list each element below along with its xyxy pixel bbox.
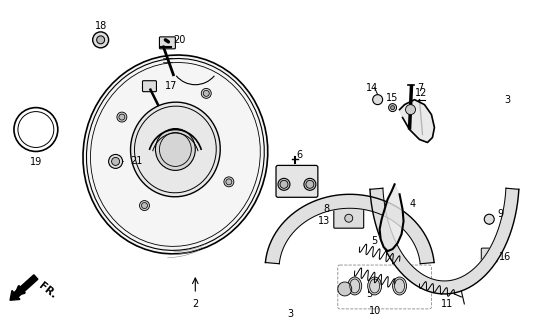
Text: 2: 2 <box>192 299 199 309</box>
Ellipse shape <box>348 277 362 295</box>
FancyBboxPatch shape <box>481 248 497 262</box>
Polygon shape <box>370 188 519 294</box>
FancyBboxPatch shape <box>142 81 156 92</box>
Circle shape <box>109 155 123 168</box>
Circle shape <box>406 105 416 115</box>
FancyBboxPatch shape <box>334 208 364 228</box>
Text: 19: 19 <box>30 157 42 167</box>
Circle shape <box>484 214 494 224</box>
Text: 11: 11 <box>441 299 454 309</box>
Text: 3: 3 <box>287 309 293 319</box>
Circle shape <box>97 36 105 44</box>
Circle shape <box>278 178 290 190</box>
Text: FR.: FR. <box>37 281 59 301</box>
Circle shape <box>345 214 353 222</box>
Ellipse shape <box>131 102 220 197</box>
Ellipse shape <box>83 55 268 254</box>
Circle shape <box>224 177 234 187</box>
Circle shape <box>140 201 150 211</box>
Circle shape <box>112 157 119 165</box>
FancyBboxPatch shape <box>160 37 175 49</box>
Circle shape <box>203 90 209 96</box>
Text: 3: 3 <box>504 95 511 105</box>
Circle shape <box>338 282 352 296</box>
Circle shape <box>306 180 314 188</box>
Text: 5: 5 <box>367 289 373 299</box>
Text: 20: 20 <box>174 35 186 45</box>
Circle shape <box>226 179 232 185</box>
Text: 6: 6 <box>297 150 303 160</box>
Circle shape <box>280 180 288 188</box>
Text: 14: 14 <box>365 83 378 93</box>
Circle shape <box>304 178 316 190</box>
Text: 21: 21 <box>131 156 143 166</box>
Text: 16: 16 <box>499 252 512 262</box>
Text: 13: 13 <box>318 216 330 226</box>
Circle shape <box>119 114 125 120</box>
Text: 9: 9 <box>497 209 503 219</box>
Text: 18: 18 <box>94 21 107 31</box>
Circle shape <box>391 106 395 110</box>
Circle shape <box>93 32 109 48</box>
Text: 8: 8 <box>324 204 330 214</box>
Circle shape <box>388 104 397 112</box>
Circle shape <box>201 88 211 98</box>
Text: 4: 4 <box>410 199 416 209</box>
Circle shape <box>142 203 147 209</box>
Text: 17: 17 <box>165 81 178 91</box>
Text: 7: 7 <box>417 83 424 93</box>
Circle shape <box>373 95 383 105</box>
Circle shape <box>117 112 127 122</box>
Ellipse shape <box>156 129 195 170</box>
FancyBboxPatch shape <box>276 165 318 197</box>
Text: 12: 12 <box>415 88 427 98</box>
Ellipse shape <box>393 277 407 295</box>
Text: 5: 5 <box>372 236 378 246</box>
Polygon shape <box>379 184 403 251</box>
Text: 10: 10 <box>368 306 381 316</box>
Ellipse shape <box>368 277 382 295</box>
Polygon shape <box>266 194 434 264</box>
FancyArrow shape <box>10 275 38 300</box>
Polygon shape <box>400 100 435 142</box>
Text: 15: 15 <box>386 93 399 103</box>
